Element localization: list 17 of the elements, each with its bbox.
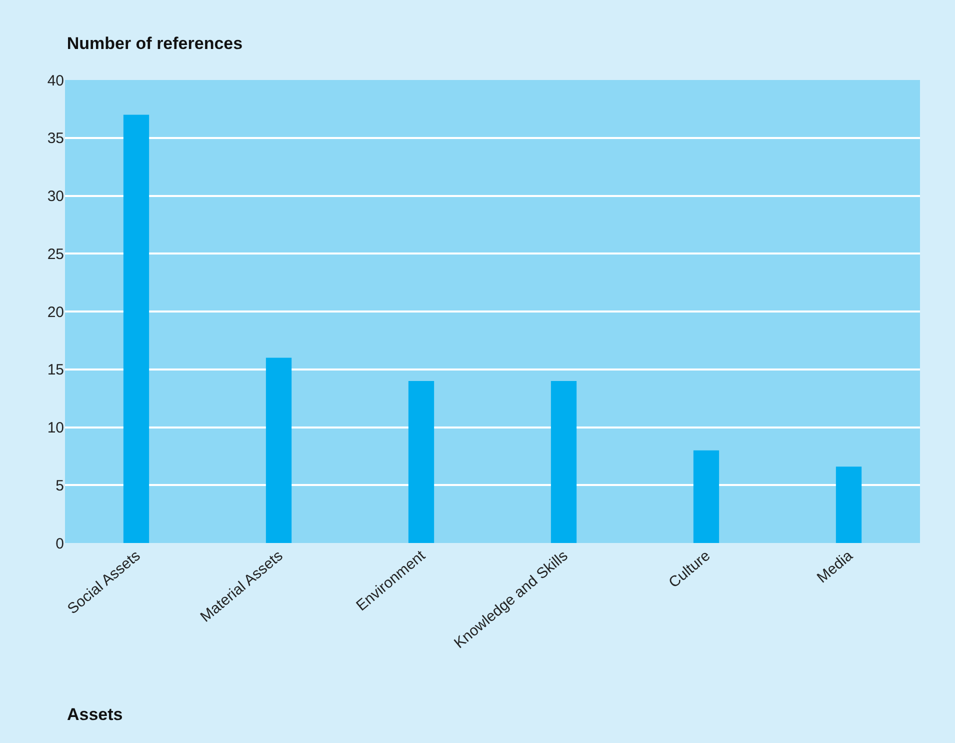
y-tick-label: 0 <box>56 535 64 552</box>
bar <box>836 466 862 543</box>
y-tick-label: 35 <box>47 130 64 148</box>
y-tick-label: 5 <box>56 477 64 494</box>
y-tick-label: 15 <box>47 362 64 379</box>
x-axis-title: Assets <box>67 705 123 724</box>
chart-title: Number of references <box>66 34 243 54</box>
bar <box>266 358 292 543</box>
bar <box>550 380 577 543</box>
bar <box>408 380 434 543</box>
y-tick-label: 40 <box>47 72 64 90</box>
y-tick-label: 10 <box>47 420 64 436</box>
y-tick-label: 20 <box>47 304 64 321</box>
bar <box>123 114 150 543</box>
y-tick-label: 30 <box>47 188 64 205</box>
bar <box>693 450 720 543</box>
y-tick-label: 25 <box>47 246 64 263</box>
